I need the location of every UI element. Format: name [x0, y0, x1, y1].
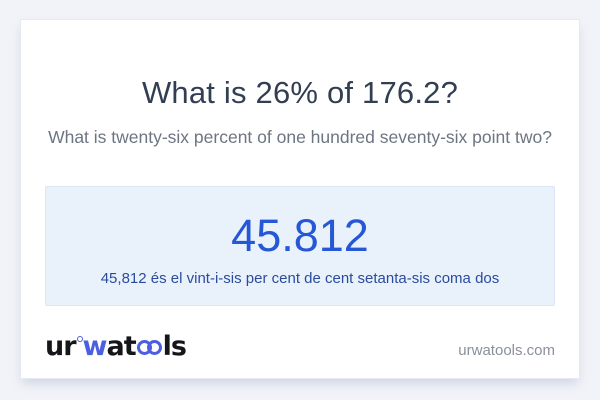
answer-sentence: 45,812 és el vint-i-sis per cent de cent…: [100, 270, 500, 287]
result-card: What is 26% of 176.2? What is twenty-six…: [20, 19, 580, 379]
logo-text-at: at: [106, 331, 137, 362]
site-url: urwatools.com: [458, 342, 555, 359]
brand-logo: ur wat ls: [45, 331, 187, 362]
question-subtitle: What is twenty-six percent of one hundre…: [48, 127, 552, 147]
question-title: What is 26% of 176.2?: [141, 75, 459, 110]
answer-panel: 45.812 45,812 és el vint-i-sis per cent …: [45, 186, 555, 306]
logo-ring-icon: [76, 336, 83, 342]
logo-glasses-icon: [136, 332, 162, 362]
logo-text-w: w: [82, 331, 108, 362]
logo-text-ls: ls: [162, 331, 187, 362]
logo-text-ur: ur: [45, 331, 77, 362]
logo-lens-right-icon: [146, 340, 162, 355]
answer-value: 45.812: [231, 210, 369, 261]
footer-row: ur wat ls urwatools.com: [45, 332, 555, 362]
